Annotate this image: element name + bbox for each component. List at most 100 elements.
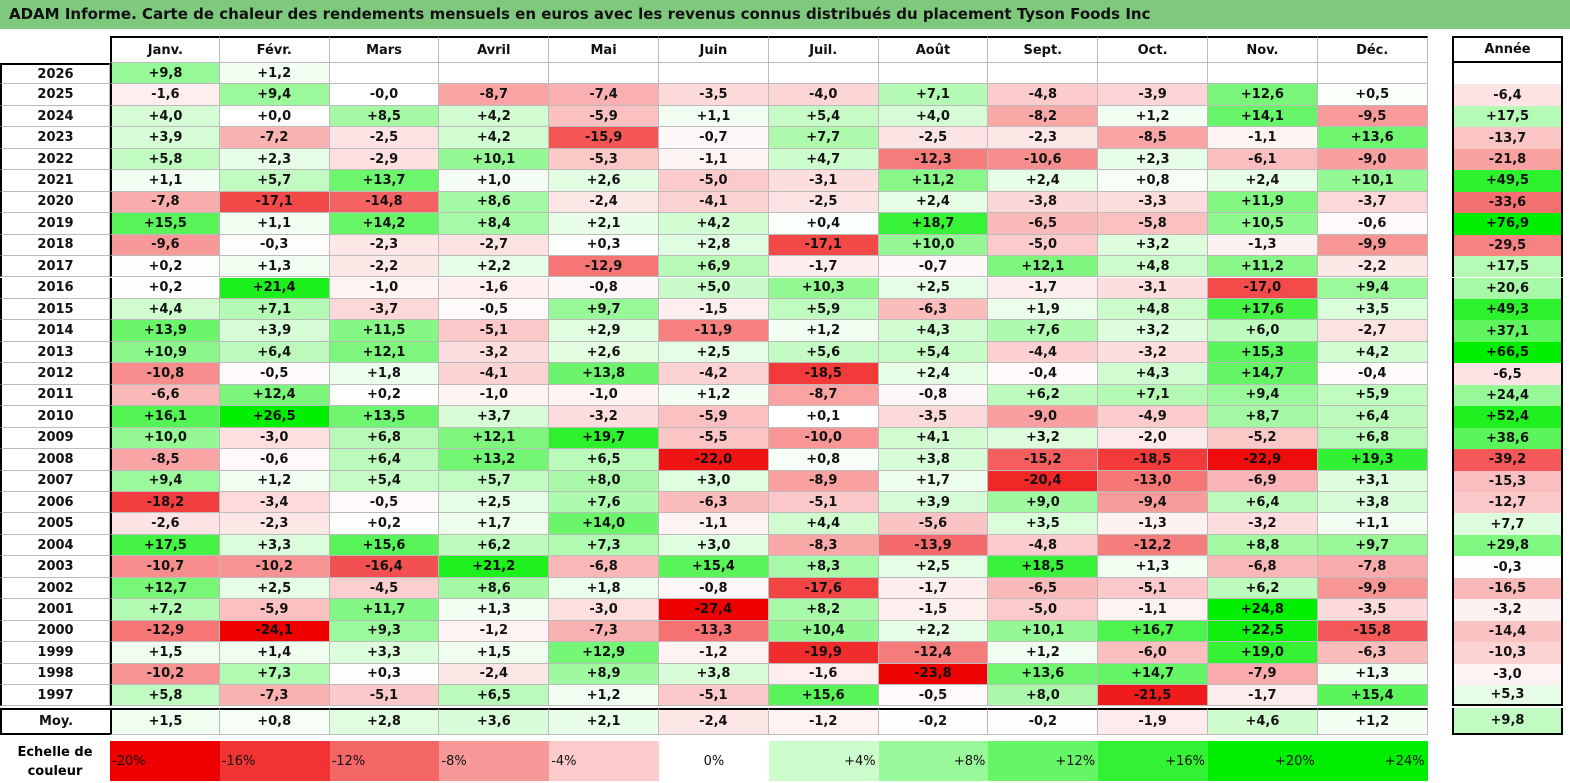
heatmap-cell: +2,5 <box>878 556 989 578</box>
heatmap-cell: -3,1 <box>768 170 879 192</box>
heatmap-cell: +7,3 <box>549 534 659 557</box>
heatmap-cell: -8,7 <box>768 384 879 407</box>
year-label: 2000 <box>0 620 110 643</box>
heatmap-cell: +13,2 <box>439 449 550 471</box>
heatmap-cell: -1,2 <box>439 620 550 643</box>
heatmap-cell: -5,0 <box>988 599 1099 621</box>
heatmap-cell: +7,6 <box>549 492 659 514</box>
heatmap-cell: -2,2 <box>329 256 440 278</box>
heatmap-cell: -2,5 <box>329 127 440 149</box>
month-header: Févr. <box>219 36 330 63</box>
average-label: Moy. <box>0 707 110 735</box>
year-label: 2010 <box>0 406 110 428</box>
heatmap-cell: +0,2 <box>329 513 440 535</box>
heatmap-cell: +1,2 <box>219 63 330 85</box>
annual-cell: -6,4 <box>1452 84 1563 106</box>
heatmap-cell: +3,2 <box>988 427 1099 450</box>
heatmap-cell: -7,9 <box>1208 663 1318 686</box>
heatmap-cell: -6,3 <box>1317 642 1428 664</box>
heatmap-cell: -2,7 <box>1317 320 1428 342</box>
heatmap-cell: -9,4 <box>1098 492 1208 514</box>
legend-swatch: +4% <box>768 741 879 781</box>
heatmap-cell: -6,5 <box>988 213 1099 235</box>
heatmap-cell: -1,0 <box>329 277 440 299</box>
heatmap-cell: +11,9 <box>1208 191 1318 214</box>
heatmap-cell: +6,4 <box>1208 492 1318 514</box>
average-cell: +1,2 <box>1317 707 1428 735</box>
heatmap-cell: +1,5 <box>110 642 220 664</box>
heatmap-cell: -5,1 <box>1098 577 1208 600</box>
heatmap-cell: -3,0 <box>549 599 659 621</box>
heatmap-cell: -1,6 <box>439 277 550 299</box>
annual-cell: -14,4 <box>1452 620 1563 643</box>
heatmap-cell: +12,1 <box>988 256 1099 278</box>
year-label: 2017 <box>0 256 110 278</box>
heatmap-cell: -6,8 <box>549 556 659 578</box>
year-label: 2023 <box>0 127 110 149</box>
heatmap-cell: -8,5 <box>110 449 220 471</box>
average-cell: -0,2 <box>988 707 1099 735</box>
heatmap-cell: +5,9 <box>768 298 879 321</box>
heatmap-cell: +4,2 <box>1317 341 1428 364</box>
heatmap-cell: +1,3 <box>439 599 550 621</box>
heatmap-cell: -8,7 <box>439 84 550 106</box>
year-label: 2014 <box>0 320 110 342</box>
heatmap-cell: +3,8 <box>1317 492 1428 514</box>
heatmap-cell: +4,2 <box>659 213 769 235</box>
heatmap-cell: +12,6 <box>1208 84 1318 106</box>
heatmap-cell: -3,7 <box>329 298 440 321</box>
year-label: 1999 <box>0 642 110 664</box>
heatmap-cell: +3,5 <box>988 513 1099 535</box>
heatmap-cell: -10,2 <box>110 663 220 686</box>
heatmap-cell: +12,1 <box>329 341 440 364</box>
month-header: Mars <box>329 36 440 63</box>
average-cell: +2,8 <box>329 707 440 735</box>
annual-cell: -6,5 <box>1452 363 1563 385</box>
heatmap-cell: -2,4 <box>549 191 659 214</box>
year-label: 2020 <box>0 191 110 214</box>
heatmap-cell: +2,4 <box>878 191 989 214</box>
heatmap-cell: -9,0 <box>988 406 1099 428</box>
heatmap-cell: -6,6 <box>110 384 220 407</box>
heatmap-cell: -2,5 <box>768 191 879 214</box>
legend-swatch: -20% <box>110 741 220 781</box>
heatmap-cell: -0,8 <box>549 277 659 299</box>
heatmap-cell: -1,1 <box>659 513 769 535</box>
heatmap-cell: +9,4 <box>219 84 330 106</box>
heatmap-cell: +8,3 <box>768 556 879 578</box>
heatmap-cell: +21,2 <box>439 556 550 578</box>
heatmap-cell <box>659 63 769 85</box>
heatmap-cell: -2,6 <box>110 513 220 535</box>
year-label: 2004 <box>0 534 110 557</box>
heatmap-cell: +3,3 <box>219 534 330 557</box>
heatmap-cell: +14,0 <box>549 513 659 535</box>
heatmap-cell: -1,7 <box>768 256 879 278</box>
heatmap-cell: -8,2 <box>988 105 1099 128</box>
heatmap-cell: +3,5 <box>1317 298 1428 321</box>
heatmap-cell: +10,0 <box>110 427 220 450</box>
month-header: Mai <box>549 36 659 63</box>
heatmap-cell: -1,1 <box>1098 599 1208 621</box>
heatmap-cell: +7,7 <box>768 127 879 149</box>
heatmap-cell: +8,8 <box>1208 534 1318 557</box>
heatmap-cell: +18,5 <box>988 556 1099 578</box>
heatmap-cell: +8,6 <box>439 577 550 600</box>
heatmap-cell: +10,5 <box>1208 213 1318 235</box>
heatmap-cell: +17,6 <box>1208 298 1318 321</box>
annual-cell: +17,5 <box>1452 256 1563 278</box>
heatmap-cell: -3,5 <box>878 406 989 428</box>
heatmap-cell: -9,0 <box>1317 148 1428 171</box>
heatmap-cell: +9,8 <box>110 63 220 85</box>
heatmap-cell: -3,4 <box>219 492 330 514</box>
heatmap-cell: +9,3 <box>329 620 440 643</box>
heatmap-cell: +1,1 <box>1317 513 1428 535</box>
heatmap-cell: -23,8 <box>878 663 989 686</box>
heatmap-cell: -1,3 <box>1208 234 1318 257</box>
heatmap-cell: +13,8 <box>549 363 659 385</box>
heatmap-cell: +3,1 <box>1317 470 1428 492</box>
heatmap-cell: +0,4 <box>768 213 879 235</box>
heatmap-cell: +19,0 <box>1208 642 1318 664</box>
heatmap-cell: -17,1 <box>768 234 879 257</box>
heatmap-cell: -1,2 <box>659 642 769 664</box>
heatmap-cell: +13,6 <box>1317 127 1428 149</box>
